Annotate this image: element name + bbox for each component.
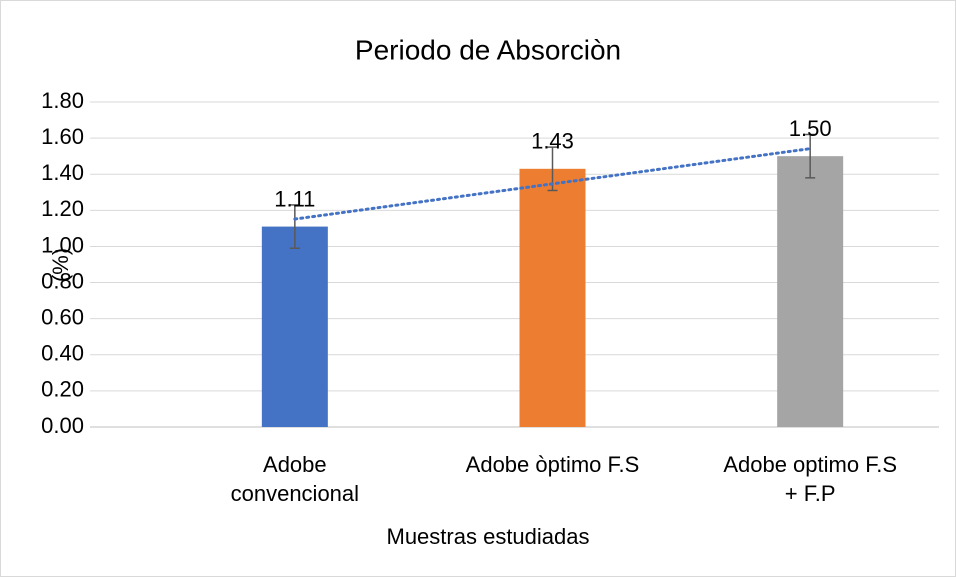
y-tick-label: 0.80 xyxy=(41,268,84,293)
y-tick-label: 1.40 xyxy=(41,160,84,185)
bar xyxy=(777,156,844,427)
x-tick-label-line: Adobe òptimo F.S xyxy=(466,452,640,477)
y-tick-label: 0.40 xyxy=(41,341,84,366)
x-tick-label-line: Adobe optimo F.S xyxy=(723,452,897,477)
data-label: 1.50 xyxy=(789,116,832,141)
data-label: 1.43 xyxy=(531,129,574,154)
error-bar xyxy=(805,133,816,179)
x-tick-label: Adobe convencional xyxy=(231,452,359,506)
trendline xyxy=(293,147,812,221)
y-axis-title: (%) xyxy=(48,248,73,282)
y-tick-label: 1.00 xyxy=(41,232,84,257)
x-tick-label-line: + F.P xyxy=(785,481,836,506)
x-tick-label: Adobe òptimo F.S xyxy=(466,452,640,477)
x-tick-label-line: convencional xyxy=(231,481,359,506)
bar xyxy=(519,168,586,428)
y-tick-label: 0.60 xyxy=(41,304,84,329)
y-tick-label: 1.60 xyxy=(41,124,84,149)
error-bar xyxy=(289,204,300,249)
y-tick-label: 0.20 xyxy=(41,377,84,402)
x-tick-label-line: Adobe xyxy=(263,452,327,477)
bar xyxy=(261,226,328,427)
data-label: 1.11 xyxy=(274,186,315,211)
x-axis-title: Muestras estudiadas xyxy=(387,524,590,549)
chart-title: Periodo de Absorciòn xyxy=(355,34,621,65)
y-tick-label: 1.80 xyxy=(41,88,84,113)
x-tick-label: Adobe optimo F.S + F.P xyxy=(723,452,897,506)
y-tick-label: 0.00 xyxy=(41,413,84,438)
y-tick-label: 1.20 xyxy=(41,196,84,221)
